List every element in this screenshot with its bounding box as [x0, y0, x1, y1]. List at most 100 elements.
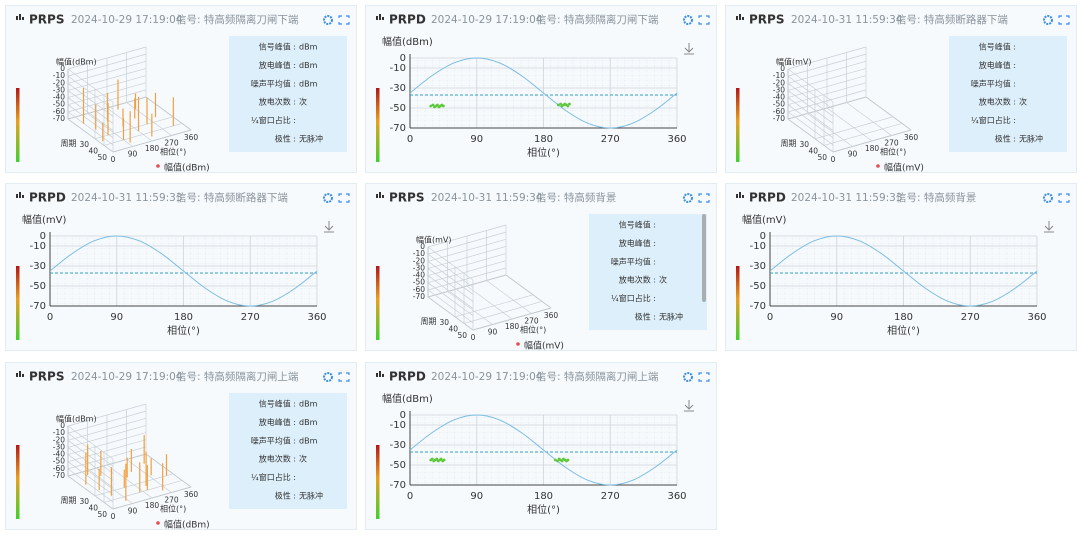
z-tick-label: -10: [413, 249, 425, 258]
timestamp: 2024-10-31 11:59:33: [71, 192, 183, 204]
fullscreen-button[interactable]: [338, 15, 350, 25]
x-tick-label: 180: [865, 144, 880, 153]
chart-icon: [376, 16, 378, 20]
fullscreen-icon: [698, 372, 710, 382]
fullscreen-button[interactable]: [698, 193, 710, 203]
legend-label: 幅值(dBm): [164, 162, 210, 174]
discharge-point: [442, 458, 446, 462]
z-tick-label: -50: [773, 100, 785, 109]
x-tick-label: 270: [524, 317, 539, 326]
scrollbar[interactable]: [702, 214, 706, 302]
y-tick-label: -10: [750, 241, 766, 252]
fullscreen-icon: [1058, 193, 1070, 203]
y-tick-label: -30: [750, 261, 766, 272]
y-tick-label: 0: [760, 231, 766, 242]
settings-icon: [1043, 193, 1053, 203]
colorbar: [376, 266, 380, 340]
x-tick-label: 0: [767, 312, 773, 323]
z-tick-label: -40: [53, 450, 65, 459]
download-button[interactable]: [324, 221, 334, 233]
grid-line: [103, 123, 183, 146]
info-value: dBm: [299, 400, 318, 409]
fullscreen-icon: [698, 193, 710, 203]
x-tick-label: 180: [534, 491, 553, 502]
reference-sine: [409, 414, 678, 486]
fullscreen-button[interactable]: [698, 372, 710, 382]
y-tick-label: -70: [390, 123, 406, 134]
grid-line: [787, 83, 834, 117]
x-tick-label: 0: [47, 312, 53, 323]
fullscreen-button[interactable]: [1058, 15, 1070, 25]
x-tick-label: 360: [667, 134, 686, 145]
settings-button[interactable]: [1043, 193, 1053, 203]
grid-line: [486, 280, 532, 314]
settings-button[interactable]: [323, 372, 333, 382]
info-label: 极性 :: [995, 134, 1016, 144]
settings-icon: [683, 372, 693, 382]
download-button[interactable]: [684, 43, 694, 55]
discharge-point: [553, 458, 557, 462]
download-button[interactable]: [684, 400, 694, 412]
grid-line: [67, 118, 114, 153]
settings-button[interactable]: [1043, 15, 1053, 25]
y-tick-label: -10: [390, 63, 406, 74]
y-tick-label: -50: [390, 460, 406, 471]
fullscreen-button[interactable]: [1058, 193, 1070, 203]
settings-button[interactable]: [683, 193, 693, 203]
chart-icon: [16, 373, 18, 377]
panel: PRPS 2024-10-29 17:19:04 信号: 特高频隔离刀闸下端 0 -10…: [5, 5, 357, 173]
info-value: dBm: [299, 436, 318, 445]
y-axis-label: 幅值(mV): [742, 213, 786, 226]
fullscreen-button[interactable]: [698, 15, 710, 25]
x-tick-label: 0: [407, 134, 413, 145]
download-button[interactable]: [1044, 221, 1054, 233]
fullscreen-button[interactable]: [338, 193, 350, 203]
info-box: [589, 214, 707, 330]
grid-line: [67, 90, 114, 124]
y-tick-label: -30: [390, 440, 406, 451]
info-value: 次: [659, 275, 667, 285]
legend-label: 幅值(mV): [884, 162, 924, 174]
panel: PRPD 2024-10-29 17:19:04 信号: 特高频隔离刀闸下端 幅值(d…: [365, 5, 717, 173]
grid-line: [94, 473, 174, 497]
period-tick-label: 30: [79, 497, 89, 506]
grid-line: [832, 129, 912, 153]
chart-icon: [16, 16, 18, 20]
chart-icon: [376, 373, 378, 377]
panel-title: PRPS: [749, 13, 784, 27]
x-tick-label: 180: [894, 312, 913, 323]
chart-icon: [376, 194, 378, 198]
x-tick-label: 0: [111, 512, 116, 521]
grid-line: [106, 107, 153, 142]
panel-title: PRPS: [389, 191, 424, 205]
chart-icon: [382, 17, 384, 20]
y-tick-label: 0: [400, 410, 406, 421]
settings-button[interactable]: [683, 15, 693, 25]
settings-button[interactable]: [323, 193, 333, 203]
settings-button[interactable]: [323, 15, 333, 25]
discharge-point: [431, 103, 435, 107]
grid-line: [427, 268, 474, 302]
settings-button[interactable]: [683, 372, 693, 382]
discharge-point: [430, 457, 434, 461]
panel-title: PRPD: [749, 191, 786, 205]
z-tick-label: -30: [53, 442, 65, 451]
x-tick-label: 360: [184, 490, 199, 499]
settings-icon: [683, 15, 693, 25]
fullscreen-button[interactable]: [338, 372, 350, 382]
info-label: 信号峰值 :: [619, 220, 656, 230]
z-tick-label: -40: [773, 93, 785, 102]
legend-marker: [516, 342, 520, 346]
timestamp: 2024-10-31 11:59:34: [791, 14, 903, 26]
z-tick-label: -20: [53, 435, 65, 444]
x-tick-label: 0: [407, 491, 413, 502]
z-tick-label: -20: [413, 256, 425, 265]
legend-marker: [156, 521, 160, 525]
z-tick-label: -50: [413, 278, 425, 287]
y-tick-label: -30: [390, 83, 406, 94]
z-tick-label: 0: [420, 242, 425, 251]
info-label: 极性 :: [635, 312, 656, 322]
y-axis-label: 幅值(dBm): [382, 35, 433, 48]
